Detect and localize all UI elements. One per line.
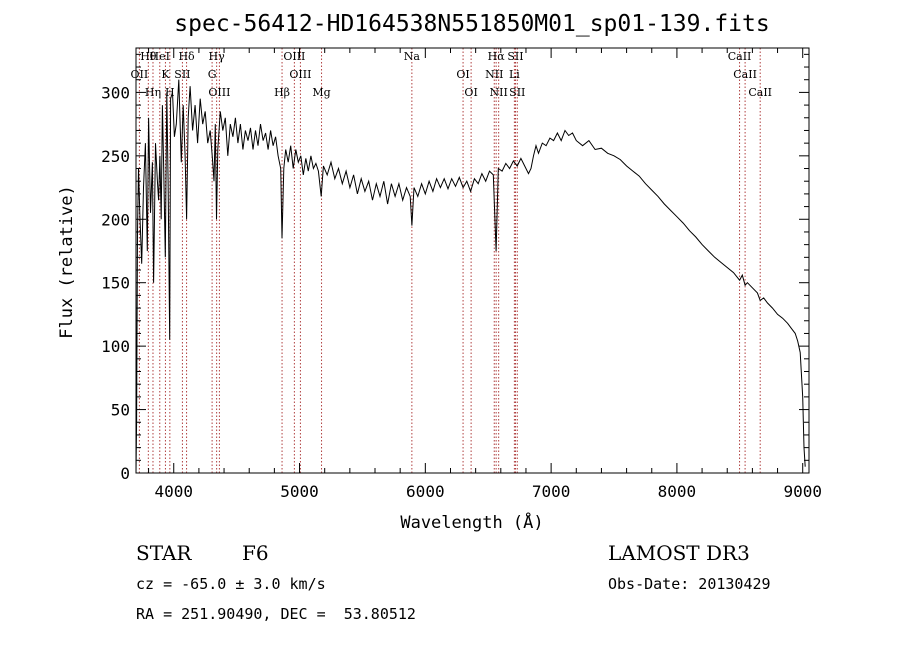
line-label: SII: [174, 68, 190, 81]
y-tick-label: 50: [111, 401, 130, 420]
y-tick-label: 200: [101, 210, 130, 229]
line-label: SII: [509, 86, 525, 99]
line-label: HeI: [150, 50, 170, 63]
survey-label: LAMOST DR3: [608, 541, 750, 565]
line-label: Hα: [488, 50, 506, 63]
line-label: NII: [485, 68, 503, 81]
line-label: Hη: [145, 86, 161, 99]
plot-frame: [135, 47, 810, 474]
x-tick-label: 6000: [406, 482, 445, 501]
line-label: OIII: [289, 68, 311, 81]
line-label: G: [208, 68, 217, 81]
line-label: Hγ: [209, 50, 226, 63]
flux-series-line: [135, 79, 806, 474]
x-tick-label: 8000: [658, 482, 697, 501]
x-axis-label: Wavelength (Å): [400, 511, 543, 533]
line-label: OIII: [283, 50, 305, 63]
subclass-label: F6: [242, 541, 269, 565]
x-tick-label: 5000: [280, 482, 319, 501]
line-label: OIII: [208, 86, 230, 99]
line-label: OI: [456, 68, 469, 81]
x-axis: 4000 5000 6000 7000 8000 9000: [148, 48, 822, 501]
line-label: Mg: [312, 86, 330, 99]
y-tick-label: 300: [101, 83, 130, 102]
y-tick-label: 150: [101, 274, 130, 293]
obs-date-label: Obs-Date: 20130429: [608, 575, 771, 593]
spectral-line-labels: HθOIIHηHeIKHHδSIIOIIIHγGHβOIIIOIIIMgNaOI…: [131, 50, 772, 99]
line-label: NII: [490, 86, 508, 99]
spectral-line-markers: [138, 48, 761, 473]
velocity-label: cz = -65.0 ± 3.0 km/s: [136, 575, 326, 593]
y-tick-label: 100: [101, 337, 130, 356]
line-label: OI: [464, 86, 477, 99]
chart-title: spec-56412-HD164538N551850M01_sp01-139.f…: [174, 11, 769, 37]
line-label: H: [165, 86, 175, 99]
y-tick-label: 250: [101, 147, 130, 166]
line-label: SII: [507, 50, 523, 63]
line-label: Hδ: [178, 50, 195, 63]
x-tick-label: 9000: [783, 482, 822, 501]
line-label: Hθ: [140, 50, 157, 63]
line-label: K: [161, 68, 170, 81]
x-tick-label: 4000: [154, 482, 193, 501]
class-label: STAR: [136, 541, 192, 565]
y-axis-label: Flux (relative): [57, 185, 77, 339]
x-tick-label: 7000: [532, 482, 571, 501]
line-label: Na: [404, 50, 421, 63]
coordinates-label: RA = 251.90490, DEC = 53.80512: [136, 605, 416, 623]
line-label: OII: [131, 68, 149, 81]
y-axis: 0 50 100 150 200 250 300: [101, 53, 809, 483]
line-label: Li: [509, 68, 520, 81]
line-label: Hβ: [274, 86, 290, 99]
y-tick-label: 0: [120, 464, 130, 483]
line-label: CaII: [728, 50, 752, 63]
line-label: CaII: [748, 86, 772, 99]
line-label: CaII: [733, 68, 757, 81]
